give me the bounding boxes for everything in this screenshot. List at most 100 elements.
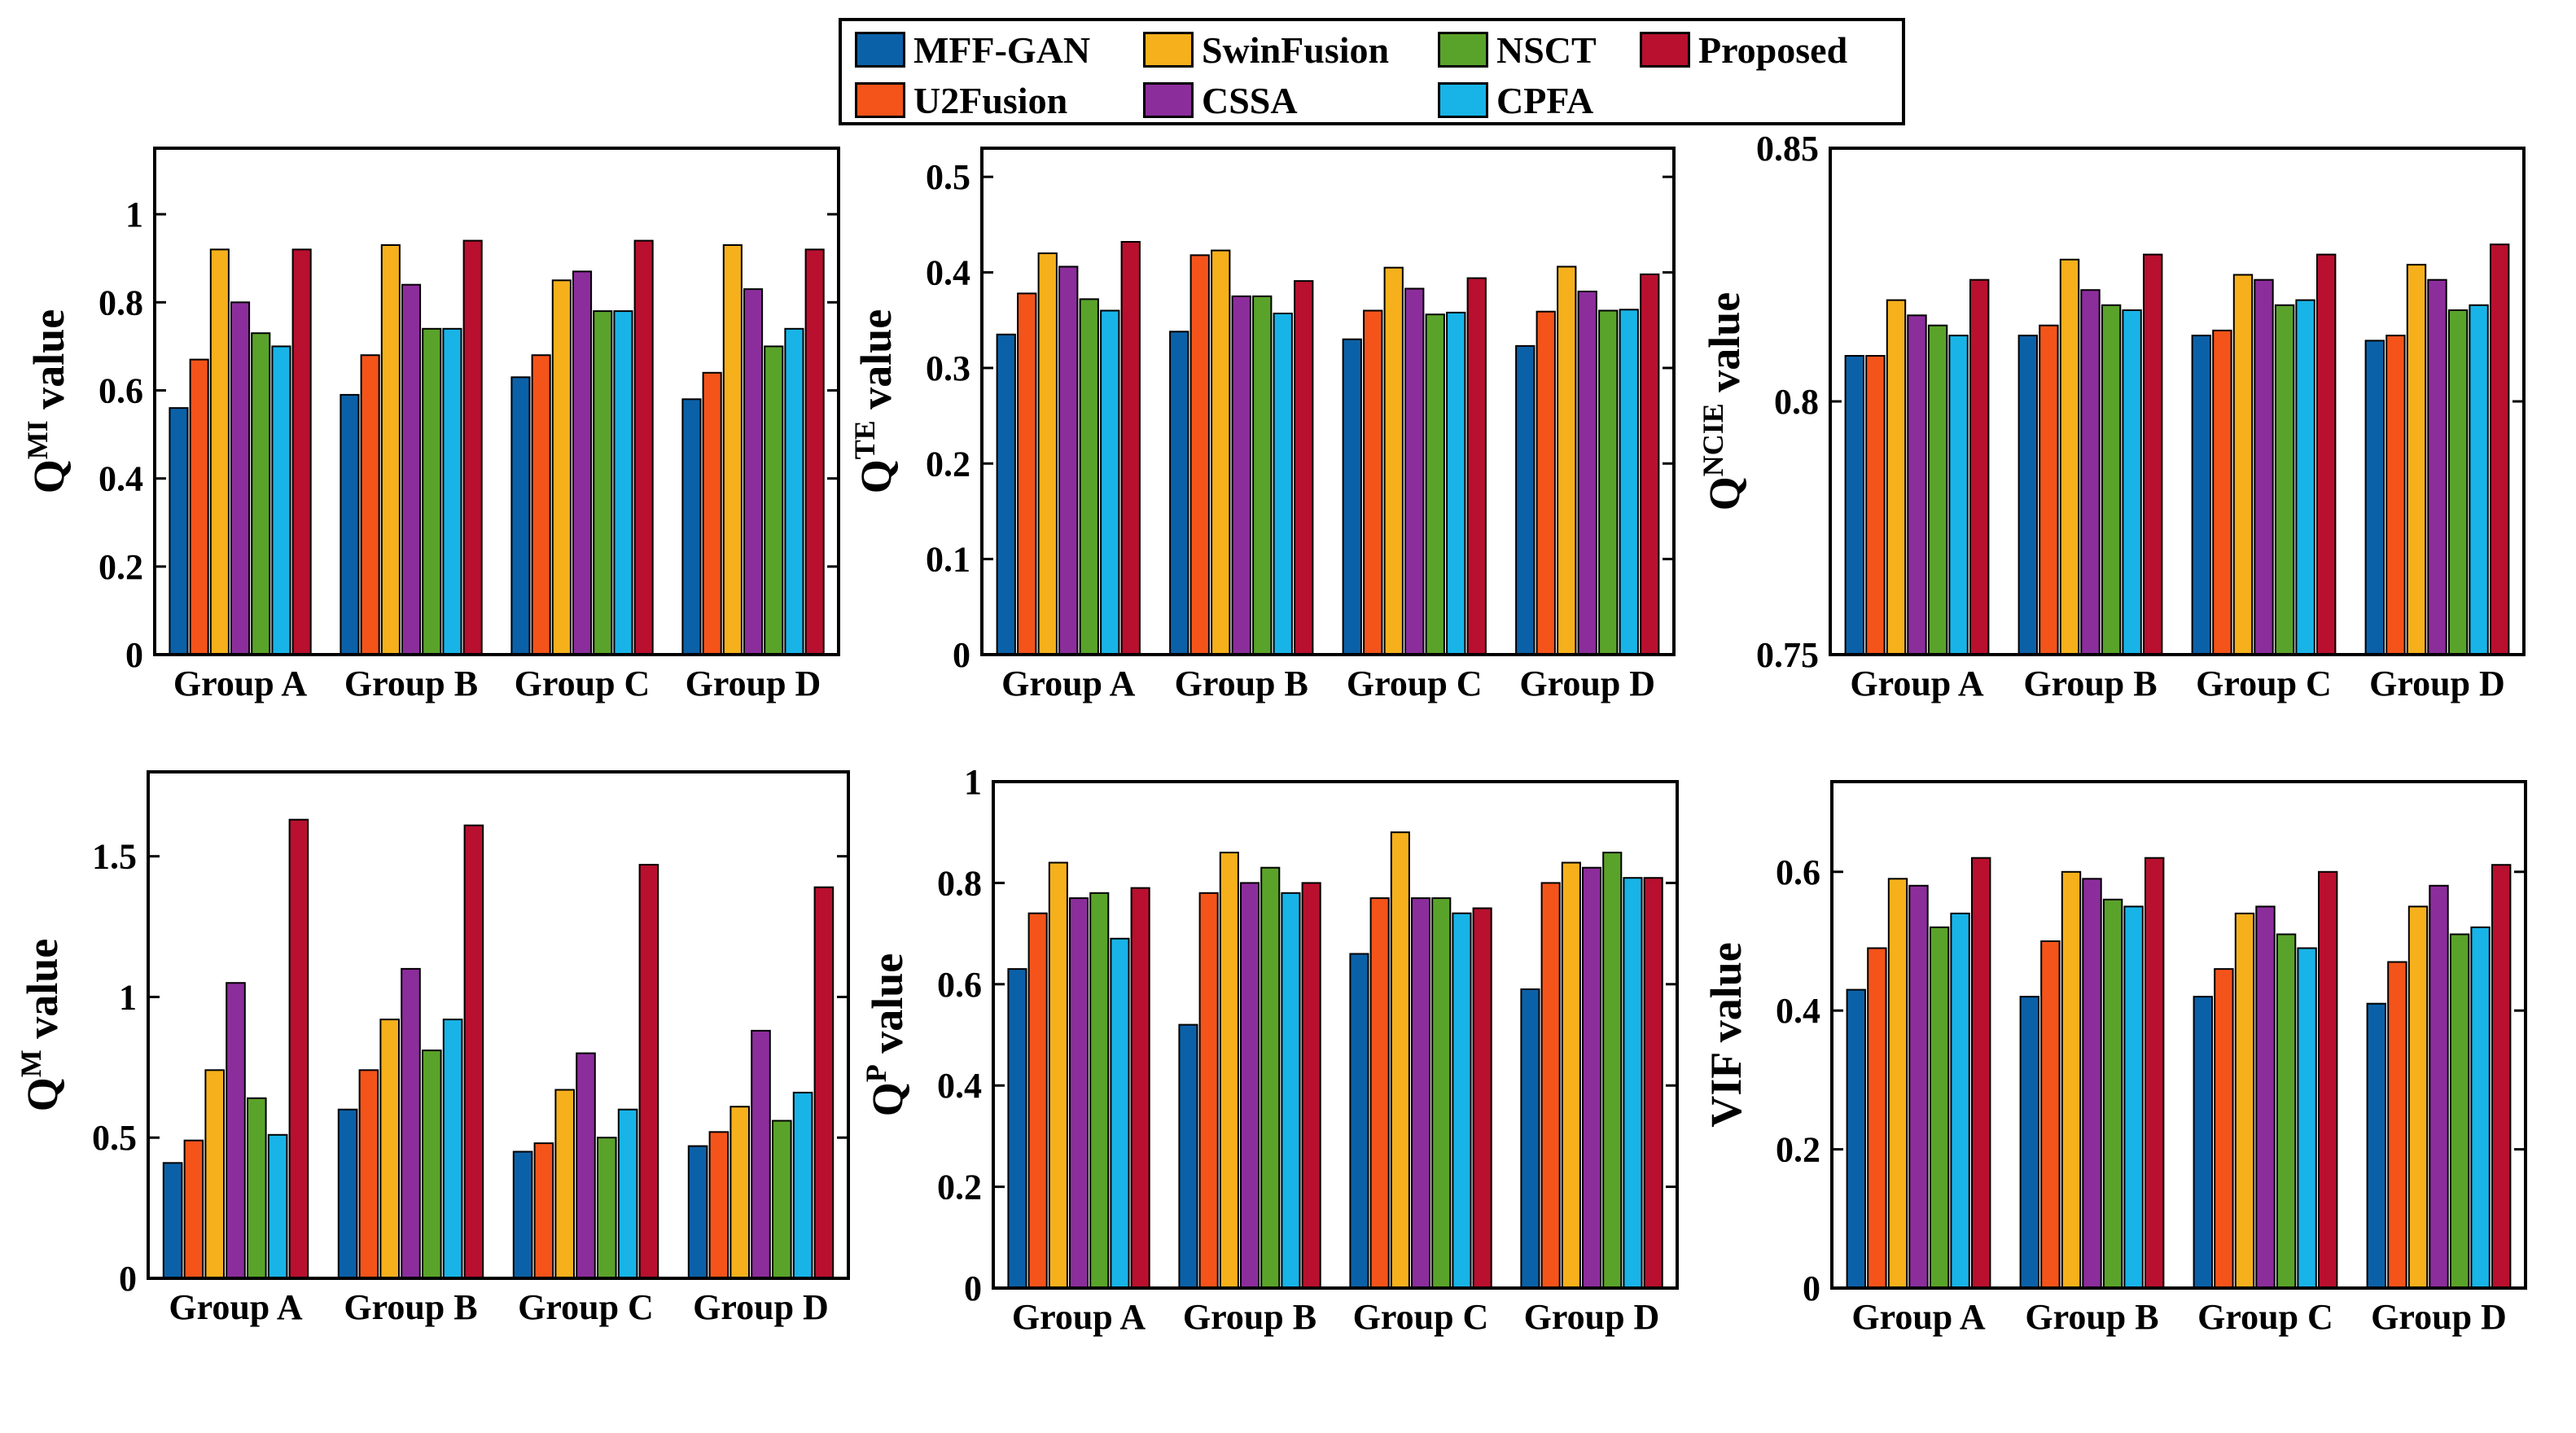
- bar-u2fusion-group-b: [360, 354, 380, 655]
- bar-mff-gan-group-d: [1520, 988, 1540, 1289]
- bar-u2fusion-group-c: [2214, 968, 2234, 1289]
- bar-cpfa-group-a: [1948, 335, 1969, 655]
- legend-item-cssa: CSSA: [1143, 80, 1298, 121]
- bar-proposed-group-d: [804, 248, 825, 656]
- legend-item-mff-gan: MFF-GAN: [855, 29, 1090, 71]
- bar-u2fusion-group-b: [1198, 892, 1219, 1290]
- x-tick-label: Group A: [173, 664, 307, 703]
- bar-cpfa-group-c: [617, 1108, 638, 1280]
- bar-swinfusion-group-a: [1048, 861, 1068, 1289]
- bar-cssa-group-c: [572, 270, 593, 655]
- legend-item-nsct: NSCT: [1438, 28, 1597, 71]
- bar-swinfusion-group-a: [1887, 878, 1908, 1290]
- bar-cssa-group-d: [1577, 291, 1597, 655]
- bar-cpfa-group-c: [613, 310, 633, 655]
- bar-proposed-group-c: [2316, 253, 2337, 655]
- y-axis-title: VIF value: [1702, 942, 1750, 1128]
- y-axis-title: QM value: [15, 939, 67, 1112]
- bar-proposed-group-c: [2318, 870, 2338, 1290]
- x-tick-label: Group C: [2197, 1297, 2333, 1337]
- bar-swinfusion-group-d: [729, 1106, 751, 1280]
- chart-qmi: 0 0.2 0.4 0.6 0.8 1 Group A Group B Group C Group…: [21, 147, 840, 703]
- bar-swinfusion-group-b: [380, 244, 401, 655]
- bar-mff-gan-group-b: [2019, 996, 2040, 1289]
- y-tick-label: 0.4: [1776, 991, 1820, 1031]
- bar-mff-gan-group-c: [1342, 338, 1362, 655]
- bar-cpfa-group-c: [1452, 912, 1472, 1289]
- bar-mff-gan-group-b: [340, 393, 360, 655]
- bar-nsct-group-b: [422, 327, 442, 656]
- y-axis-title-sup: TE: [848, 420, 881, 459]
- bar-cssa-group-d: [2429, 884, 2449, 1290]
- bar-mff-gan-group-c: [512, 1150, 533, 1279]
- y-axis-title: QTE value: [848, 309, 900, 494]
- legend-label: CSSA: [1202, 79, 1298, 121]
- legend-swatch-swinfusion: [1143, 32, 1194, 68]
- bar-proposed-group-b: [2144, 857, 2165, 1289]
- y-axis-title-main: Q: [18, 1077, 67, 1111]
- bar-nsct-group-b: [2102, 898, 2123, 1290]
- bar-cssa-group-b: [1231, 295, 1251, 655]
- bar-proposed-group-d: [1640, 273, 1660, 655]
- x-tick-label: Group A: [1850, 664, 1983, 703]
- bar-nsct-group-d: [1598, 309, 1619, 655]
- bar-u2fusion-group-d: [1540, 882, 1561, 1290]
- bar-cpfa-group-a: [271, 345, 291, 655]
- y-axis-title-suffix: value: [1702, 942, 1750, 1054]
- x-tick-label: Group C: [2196, 664, 2332, 703]
- plot-frame: [980, 147, 1676, 656]
- y-tick-label: 0.6: [1776, 852, 1820, 892]
- chart-qp: 0 0.2 0.4 0.6 0.8 1 Group A Group B Group C Group…: [860, 762, 1679, 1337]
- y-axis-title-suffix: value: [24, 309, 73, 421]
- y-axis-title-main: Q: [863, 1082, 912, 1116]
- legend-swatch-u2fusion: [855, 82, 905, 118]
- bar-cssa-group-b: [401, 283, 422, 655]
- bar-u2fusion-group-c: [1363, 309, 1383, 655]
- legend-item-swinfusion: SwinFusion: [1143, 29, 1389, 71]
- bar-cpfa-group-c: [2295, 299, 2315, 655]
- bar-mff-gan-group-a: [996, 333, 1016, 656]
- legend-label: NSCT: [1496, 28, 1597, 71]
- y-tick-label: 1: [125, 195, 143, 234]
- bar-cssa-group-b: [2080, 289, 2101, 655]
- bar-cpfa-group-a: [1950, 912, 1970, 1289]
- y-axis-title-sup: NCIE: [1697, 403, 1729, 476]
- bar-u2fusion-group-b: [358, 1069, 379, 1279]
- legend-swatch-proposed: [1640, 32, 1690, 68]
- bar-mff-gan-group-a: [1844, 355, 1864, 655]
- plot-frame: [153, 147, 840, 656]
- x-tick-label: Group D: [686, 664, 821, 703]
- bar-proposed-group-c: [1472, 907, 1492, 1289]
- y-tick-label: 0.5: [92, 1118, 137, 1158]
- y-axis-title-main: Q: [852, 459, 900, 493]
- y-axis-title-sup: MI: [21, 420, 54, 459]
- x-tick-label: Group B: [344, 1287, 477, 1327]
- bar-proposed-group-d: [813, 886, 835, 1279]
- y-tick-label: 0.4: [99, 459, 143, 499]
- bar-u2fusion-group-d: [2385, 335, 2406, 655]
- y-axis-title: QMI value: [21, 309, 73, 494]
- bar-cpfa-group-b: [1273, 313, 1293, 655]
- bar-swinfusion-group-b: [2061, 870, 2082, 1290]
- plot-frame: [147, 770, 850, 1280]
- bar-nsct-group-a: [251, 332, 271, 655]
- bar-cssa-group-c: [576, 1052, 596, 1279]
- bar-mff-gan-group-a: [1007, 968, 1027, 1289]
- x-tick-label: Group C: [1347, 664, 1483, 703]
- y-axis-title-sup: M: [15, 1050, 47, 1077]
- bar-cssa-group-a: [226, 982, 246, 1279]
- legend-label: Proposed: [1698, 28, 1848, 71]
- bar-mff-gan-group-c: [2193, 996, 2214, 1289]
- y-tick-label: 0.3: [926, 348, 970, 388]
- bar-cpfa-group-d: [1623, 877, 1643, 1289]
- x-tick-label: Group A: [1012, 1297, 1146, 1337]
- y-tick-label: 0.2: [926, 444, 970, 484]
- bar-proposed-group-c: [1466, 277, 1487, 655]
- plot-frame: [992, 780, 1679, 1290]
- y-tick-label: 0.4: [926, 253, 970, 293]
- bar-proposed-group-b: [462, 239, 483, 655]
- bar-proposed-group-d: [2490, 243, 2510, 655]
- x-tick-label: Group B: [2023, 664, 2157, 703]
- y-tick-label: 0.5: [926, 157, 970, 197]
- y-tick-label: 0: [964, 1269, 982, 1308]
